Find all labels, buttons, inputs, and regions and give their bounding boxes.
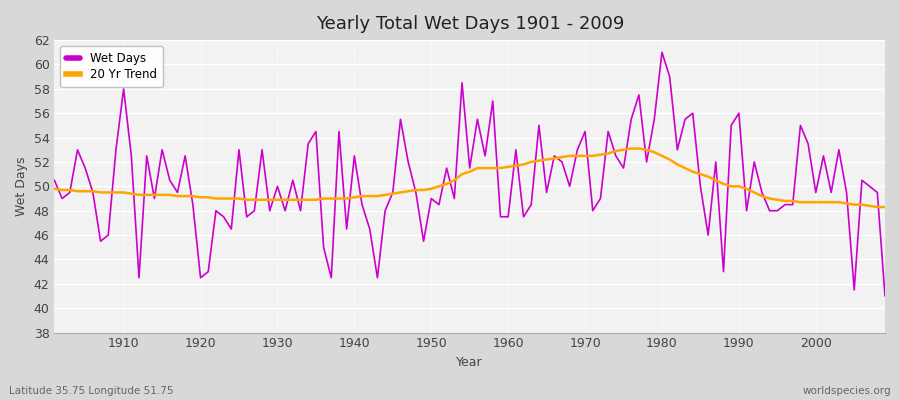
20 Yr Trend	[626, 146, 636, 151]
Wet Days	[280, 208, 291, 213]
20 Yr Trend	[503, 164, 514, 169]
Text: Latitude 35.75 Longitude 51.75: Latitude 35.75 Longitude 51.75	[9, 386, 174, 396]
20 Yr Trend	[111, 190, 122, 195]
Wet Days	[326, 275, 337, 280]
20 Yr Trend	[879, 205, 890, 210]
X-axis label: Year: Year	[456, 356, 483, 369]
20 Yr Trend	[326, 196, 337, 201]
Line: Wet Days: Wet Days	[54, 52, 885, 296]
Title: Yearly Total Wet Days 1901 - 2009: Yearly Total Wet Days 1901 - 2009	[316, 15, 624, 33]
Wet Days	[879, 294, 890, 298]
Wet Days	[49, 178, 59, 183]
Wet Days	[595, 196, 606, 201]
20 Yr Trend	[872, 205, 883, 210]
20 Yr Trend	[280, 197, 291, 202]
20 Yr Trend	[495, 166, 506, 170]
Line: 20 Yr Trend: 20 Yr Trend	[54, 148, 885, 207]
Wet Days	[495, 214, 506, 219]
Wet Days	[503, 214, 514, 219]
Legend: Wet Days, 20 Yr Trend: Wet Days, 20 Yr Trend	[60, 46, 163, 87]
Wet Days	[111, 147, 122, 152]
Text: worldspecies.org: worldspecies.org	[803, 386, 891, 396]
Wet Days	[657, 50, 668, 55]
Y-axis label: Wet Days: Wet Days	[15, 156, 28, 216]
20 Yr Trend	[595, 152, 606, 157]
20 Yr Trend	[49, 186, 59, 191]
